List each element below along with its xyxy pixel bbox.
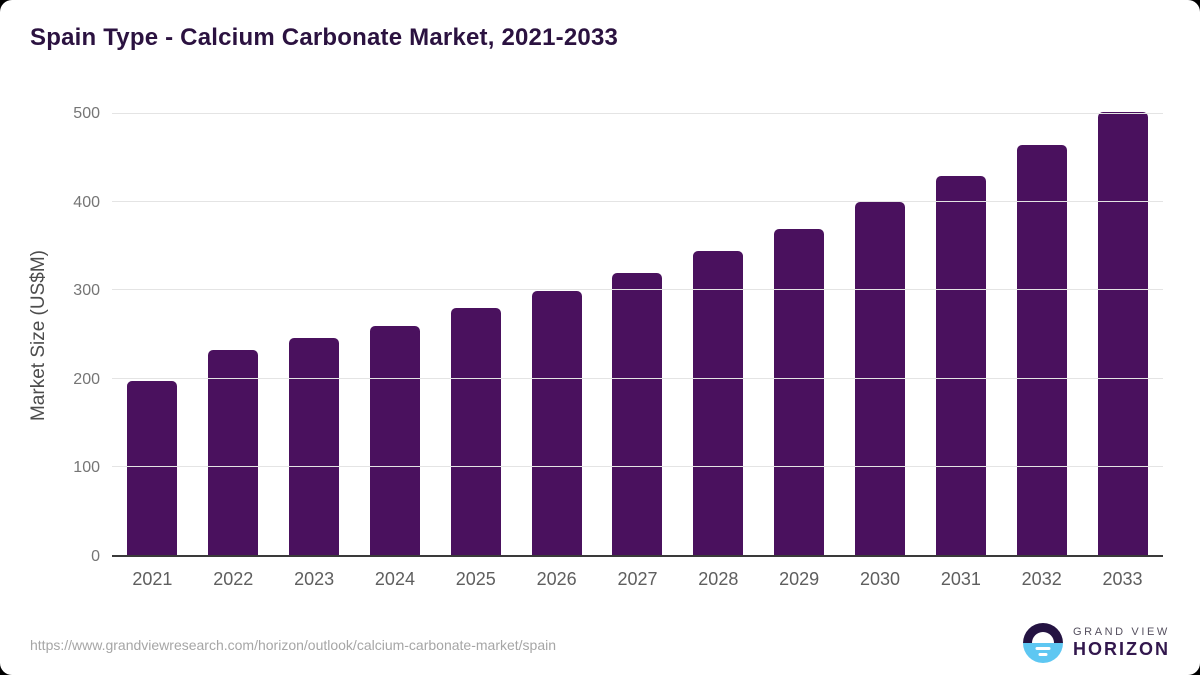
brand-logo: GRAND VIEW HORIZON <box>1023 623 1170 663</box>
brand-name-grand-view: GRAND VIEW <box>1073 626 1170 639</box>
y-tick-label: 0 <box>91 548 100 565</box>
y-tick-label: 200 <box>73 370 100 388</box>
x-tick-label: 2022 <box>213 569 254 589</box>
gridline <box>112 113 1163 114</box>
sun-reflection-line <box>1038 653 1048 656</box>
x-tick-label: 2023 <box>294 569 335 589</box>
x-tick-label: 2026 <box>536 569 577 589</box>
bar-2021 <box>127 381 178 555</box>
bar-cell <box>759 114 840 555</box>
x-axis-labels: 2021 2022 2023 2024 2025 2026 2027 2028 2029 2030… <box>112 569 1163 590</box>
y-tick-label: 100 <box>73 459 100 477</box>
x-tick-label: 2030 <box>859 569 901 589</box>
y-tick-label: 400 <box>73 193 100 211</box>
brand-name-horizon: HORIZON <box>1073 638 1170 659</box>
bar-cell <box>193 114 274 555</box>
bar-2028 <box>693 250 744 555</box>
x-tick-label: 2029 <box>779 569 820 589</box>
x-tick-label: 2027 <box>617 569 658 589</box>
bar-2027 <box>612 272 663 555</box>
bar-2023 <box>289 338 340 555</box>
brand-text: GRAND VIEW HORIZON <box>1073 626 1170 659</box>
gridline <box>112 201 1163 203</box>
bar-2022 <box>208 350 259 555</box>
x-tick-label: 2033 <box>1102 569 1143 589</box>
y-tick-label: 500 <box>73 105 100 122</box>
gridline <box>112 377 1163 379</box>
bar-cell <box>355 114 436 555</box>
gridline <box>112 289 1163 291</box>
x-tick-label: 2028 <box>698 569 739 589</box>
bar-2032 <box>1016 144 1067 555</box>
x-tick-label: 2024 <box>374 569 415 589</box>
plot-area <box>112 112 1163 557</box>
bar-cell <box>1001 114 1082 555</box>
bar-cell <box>597 114 678 555</box>
bar-2026 <box>531 291 582 555</box>
bar-cell <box>274 114 355 555</box>
bar-2031 <box>935 175 986 555</box>
bar-cell <box>920 114 1001 555</box>
x-tick-label: 2025 <box>455 569 496 589</box>
y-tick-label: 300 <box>73 282 100 300</box>
bar-cell <box>1082 112 1163 555</box>
bar-cell <box>516 114 597 555</box>
bar-2029 <box>774 228 825 555</box>
sun-dome-shape <box>1032 632 1054 643</box>
sun-reflection-line <box>1035 647 1051 650</box>
x-tick-label: 2021 <box>132 569 173 589</box>
gridline <box>112 465 1163 467</box>
horizon-sun-logo-icon <box>1023 623 1063 663</box>
x-tick-label: 2032 <box>1021 569 1062 589</box>
y-axis-ticks: 0 100 200 300 400 500 <box>0 105 100 565</box>
bar-series <box>112 112 1163 555</box>
x-tick-label: 2031 <box>940 569 981 589</box>
bar-cell <box>435 114 516 555</box>
bar-2025 <box>450 308 501 555</box>
bar-cell <box>112 114 193 555</box>
chart-title: Spain Type - Calcium Carbonate Market, 2… <box>30 24 619 51</box>
bar-cell <box>840 114 921 555</box>
bar-2033 <box>1097 112 1148 555</box>
bar-2024 <box>369 325 420 555</box>
source-url: https://www.grandviewresearch.com/horizo… <box>30 637 557 653</box>
bar-cell <box>678 114 759 555</box>
